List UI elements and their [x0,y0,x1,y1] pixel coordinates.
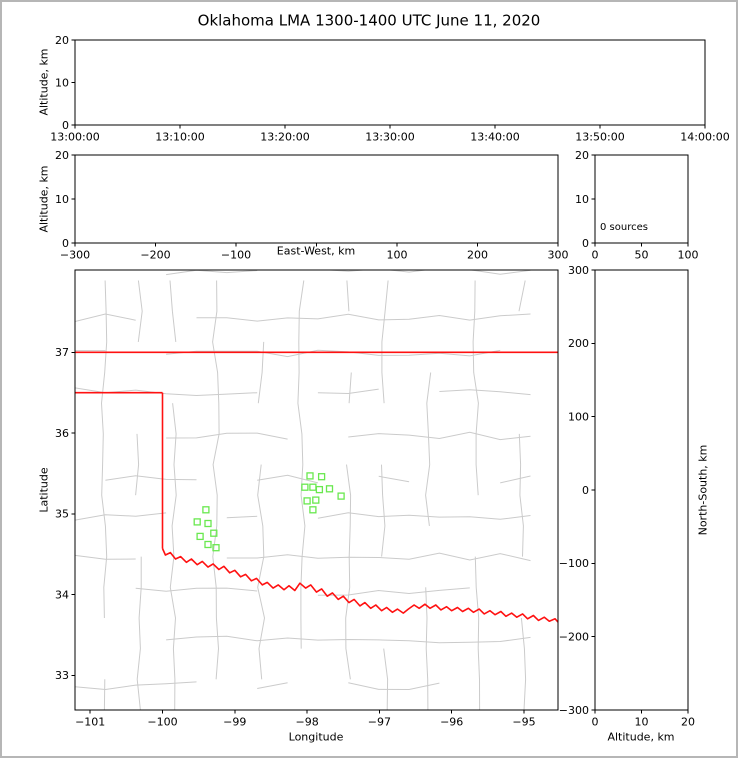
map-ylabel: Latitude [37,467,51,513]
map-content [75,270,558,710]
y-tick-label: −200 [559,630,589,643]
lma-source-marker [306,472,314,480]
x-tick-label: 200 [467,249,488,262]
y-tick-label: 10 [55,193,69,206]
lma-source-marker [202,506,210,514]
axes-frame [594,269,689,711]
x-tick-label: −100 [147,716,177,729]
x-tick-label: 100 [678,249,699,262]
lma-source-marker [315,485,324,494]
lma-source-marker [309,483,317,491]
county-boundaries [75,270,531,710]
x-tick-label: −100 [221,249,251,262]
axis-ticks: 0 50 100 0 10 20 [575,149,699,262]
x-tick-label: −98 [295,716,318,729]
axis-ticks: −101 −100 −99 −98 −97 −96 −95 33 34 35 36 37 [55,346,536,728]
x-tick-label: 0 [592,249,599,262]
x-tick-label: 13:30:00 [365,131,414,144]
x-tick-label: −99 [223,716,246,729]
y-tick-label: 35 [55,508,69,521]
y-tick-label: 0 [582,484,589,497]
axis-ticks: −300 −200 −100 100 200 300 0 10 20 [55,149,569,262]
altitude-histogram-panel: 0 50 100 0 10 20 [575,149,699,262]
east-west-height-panel: −300 −200 −100 100 200 300 0 10 20 [55,149,569,262]
x-tick-label: 100 [387,249,408,262]
north-south-height-panel: 0 10 20 −300 −200 −100 0 100 200 300 [559,264,695,729]
y-tick-label: 20 [575,149,589,162]
y-tick-label: 0 [582,237,589,250]
y-tick-label: 100 [568,410,589,423]
x-tick-label: 13:10:00 [155,131,204,144]
lma-source-marker [303,497,311,505]
axes-frame [74,39,706,126]
x-tick-label: 300 [548,249,569,262]
lma-source-marker [196,532,204,541]
x-tick-label: −200 [140,249,170,262]
x-tick-label: −96 [440,716,463,729]
lma-source-marker [210,529,218,537]
x-tick-label: 13:20:00 [260,131,309,144]
x-tick-label: −300 [60,249,90,262]
y-tick-label: 36 [55,427,69,440]
lma-source-marker [325,485,334,493]
state-boundary [75,351,558,624]
y-tick-label: 200 [568,337,589,350]
x-tick-label: 13:50:00 [575,131,624,144]
ew-panel-xlabel: East-West, km [276,244,356,258]
lma-source-marker [317,473,326,481]
x-tick-label: −95 [512,716,535,729]
y-tick-label: 20 [55,149,69,162]
axis-ticks: 0 10 20 −300 −200 −100 0 100 200 300 [559,264,695,729]
lma-source-marker [204,540,212,549]
y-tick-label: 0 [62,119,69,132]
lma-source-marker [301,483,309,491]
y-tick-label: −100 [559,557,589,570]
lma-source-marker [212,544,220,552]
figure-title: Oklahoma LMA 1300-1400 UTC June 11, 2020 [197,11,541,30]
y-tick-label: 10 [55,76,69,89]
time-panel-ylabel: Altitude, km [37,48,51,116]
lma-source-marker [193,518,201,526]
plan-view-map-panel: −101 −100 −99 −98 −97 −96 −95 33 34 35 36 37 [55,269,559,729]
sources-count-annotation: 0 sources [600,222,648,233]
time-height-panel: 13:00:00 13:10:00 13:20:00 13:30:00 13:40:00… [50,34,729,144]
y-tick-label: 37 [55,346,69,359]
x-tick-label: 13:40:00 [470,131,519,144]
axis-ticks: 13:00:00 13:10:00 13:20:00 13:30:00 13:40:00… [50,34,729,144]
y-tick-label: 20 [55,34,69,47]
x-tick-label: −97 [368,716,391,729]
x-tick-label: −101 [75,716,105,729]
lma-source-marker [312,496,320,504]
ew-panel-ylabel: Altitude, km [37,165,51,233]
lma-source-marker [337,492,345,500]
y-tick-label: 10 [575,193,589,206]
lma-source-marker [309,506,317,514]
x-tick-label: 13:00:00 [50,131,99,144]
x-tick-label: 10 [635,716,649,729]
axes-frame [74,154,559,244]
y-tick-label: 34 [55,588,69,601]
axes-frame [74,269,559,711]
lma-source-marker [204,519,212,528]
y-tick-label: −300 [559,704,589,717]
x-tick-label: 20 [681,716,695,729]
ns-panel-ylabel: North-South, km [696,444,710,536]
y-tick-label: 300 [568,264,589,277]
lma-sources [193,472,345,552]
y-tick-label: 0 [62,237,69,250]
state-boundary-red-river [161,548,558,624]
x-tick-label: 50 [635,249,649,262]
x-tick-label: 0 [592,716,599,729]
map-xlabel: Longitude [288,730,344,744]
y-tick-label: 33 [55,669,69,682]
x-tick-label: 14:00:00 [680,131,729,144]
ns-panel-xlabel: Altitude, km [607,730,675,744]
